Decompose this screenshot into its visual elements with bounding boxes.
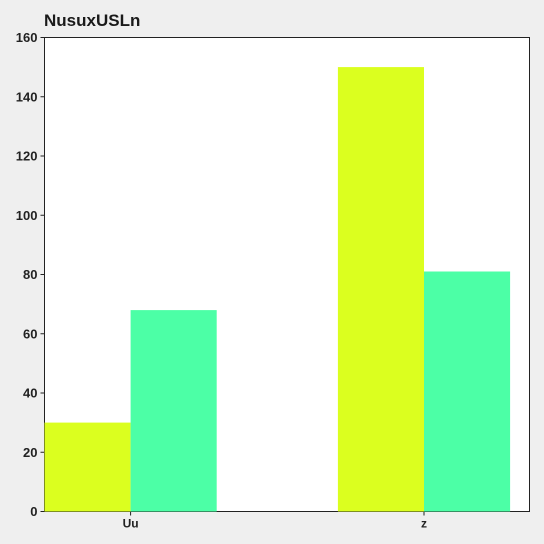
y-tick-label: 20 — [23, 445, 37, 460]
x-axis: Uu z — [123, 511, 427, 531]
x-tick-label-z: z — [421, 517, 427, 531]
chart-title: NusuxUSLn — [44, 11, 140, 30]
y-tick-label: 80 — [23, 267, 37, 282]
y-tick-label: 140 — [16, 89, 38, 104]
x-tick-label-Uu: Uu — [123, 517, 139, 531]
y-tick-label: 60 — [23, 326, 37, 341]
y-tick-label: 40 — [23, 386, 37, 401]
bar-Uu-series-1 — [44, 422, 131, 512]
bar-z-series-1 — [337, 67, 424, 512]
y-tick-label: 160 — [16, 30, 38, 45]
y-axis: 0 20 40 60 80 100 120 140 160 — [16, 30, 45, 519]
y-tick-label: 100 — [16, 208, 38, 223]
y-tick-label: 0 — [30, 504, 37, 519]
bars-layer — [44, 67, 511, 512]
y-tick-label: 120 — [16, 149, 38, 164]
bar-Uu-series-2 — [130, 310, 217, 512]
bar-z-series-2 — [424, 271, 511, 512]
